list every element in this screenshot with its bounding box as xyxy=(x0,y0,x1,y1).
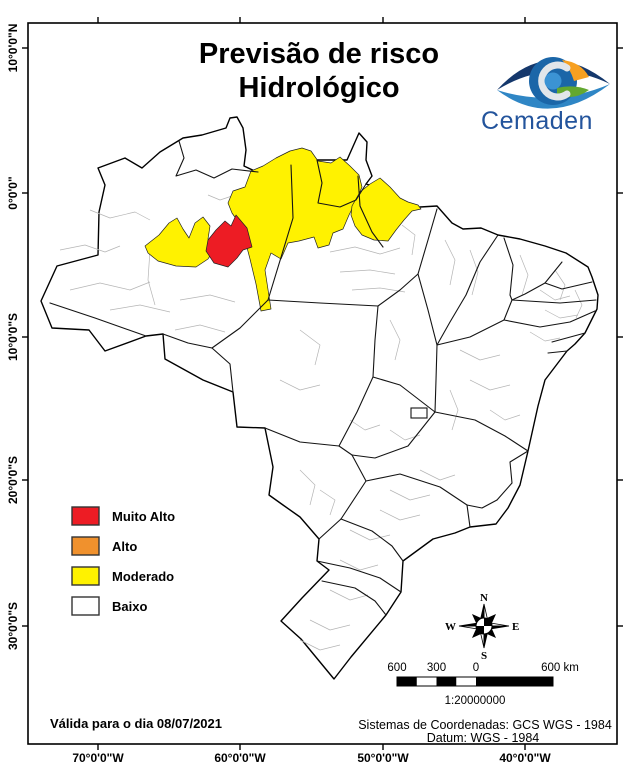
legend-swatch-moderado xyxy=(71,566,100,586)
legend-label-moderado: Moderado xyxy=(112,569,174,584)
lon-label-50w: 50°0'0"W xyxy=(357,751,409,765)
risk-patch-lower-amazon xyxy=(227,147,363,312)
page-title-line2: Hidrológico xyxy=(238,72,399,104)
datum: Datum: WGS - 1984 xyxy=(427,731,540,745)
lat-label-20s: 20°0'0"S xyxy=(6,456,20,504)
scale-tick-600-left: 600 xyxy=(387,662,406,674)
footer: Válida para o dia 08/07/2021 Sistemas de… xyxy=(50,716,612,745)
municipal-borders xyxy=(59,194,583,651)
compass-west-label: W xyxy=(445,621,456,633)
legend-swatch-alto xyxy=(71,536,100,556)
validity-date: Válida para o dia 08/07/2021 xyxy=(50,716,222,731)
logo-c-ring xyxy=(538,61,571,101)
graticule-ticks xyxy=(22,17,623,750)
logo-eye-upper-lid xyxy=(497,60,610,90)
legend-swatch-muito-alto xyxy=(71,506,100,526)
compass-south-label: S xyxy=(481,650,487,662)
risk-legend: Muito Alto Alto Moderado Baixo xyxy=(71,506,175,616)
state-borders xyxy=(49,140,597,616)
coordinate-system: Sistemas de Coordenadas: GCS WGS - 1984 xyxy=(358,718,612,732)
scale-bar: 600 300 0 600 km 1:20000000 xyxy=(387,662,578,707)
lat-label-0: 0°0'0" xyxy=(6,176,20,209)
compass-north-label: N xyxy=(480,592,488,604)
latitude-labels: 10°0'0"N 0°0'0" 10°0'0"S 20°0'0"S 30°0'0… xyxy=(6,24,20,650)
compass-east-label: E xyxy=(512,621,519,633)
lat-label-30s: 30°0'0"S xyxy=(6,602,20,650)
page-title-line1: Previsão de risco xyxy=(199,38,439,70)
legend-label-alto: Alto xyxy=(112,539,137,554)
logo-eye-lower-lid xyxy=(497,84,610,109)
lon-label-70w: 70°0'0"W xyxy=(72,751,124,765)
risk-patch-central-amazon xyxy=(205,214,253,268)
lon-label-60w: 60°0'0"W xyxy=(214,751,266,765)
lon-label-40w: 40°0'0"W xyxy=(499,751,551,765)
distrito-federal-box xyxy=(410,407,428,419)
brazil-map xyxy=(40,116,599,680)
logo-wordmark: Cemaden xyxy=(481,107,593,135)
legend-label-muito-alto: Muito Alto xyxy=(112,509,175,524)
longitude-labels: 70°0'0"W 60°0'0"W 50°0'0"W 40°0'0"W xyxy=(72,751,551,765)
scale-tick-300: 300 xyxy=(427,662,446,674)
cemaden-logo: Cemaden xyxy=(481,48,610,135)
scale-tick-600km: 600 km xyxy=(541,662,579,674)
lat-label-10n: 10°0'0"N xyxy=(6,24,20,73)
scale-tick-0: 0 xyxy=(473,662,479,674)
lat-label-10s: 10°0'0"S xyxy=(6,313,20,361)
scale-ratio: 1:20000000 xyxy=(445,695,506,707)
compass-rose: N S W E xyxy=(445,592,519,662)
legend-label-baixo: Baixo xyxy=(112,599,147,614)
legend-swatch-baixo xyxy=(71,596,100,616)
logo-inner-ball xyxy=(544,72,562,90)
risk-patch-west-amazon xyxy=(144,216,214,268)
